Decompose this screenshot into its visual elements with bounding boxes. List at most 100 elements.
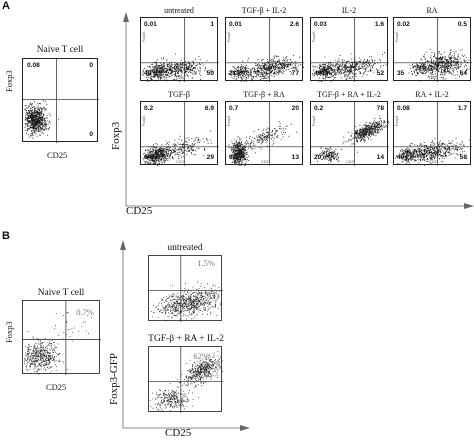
- quadrant-lr-value: 77: [291, 70, 299, 77]
- plot-micro-ylabel: FoxpS: [312, 115, 316, 126]
- plot-micro-xlabel: CD25: [429, 160, 439, 164]
- event-cloud: [24, 99, 59, 142]
- flow-scatter: [311, 102, 389, 166]
- plot-title: RA + IL-2: [415, 90, 449, 99]
- event-dots: [149, 351, 223, 412]
- event-cloud: [316, 115, 389, 165]
- plot-micro-ylabel: FoxpS: [142, 115, 146, 126]
- quadrant-ul-value: 0.7: [229, 105, 239, 112]
- quadrant-ul-value: 0.08: [397, 105, 410, 112]
- panel-b-y-arrowhead: [120, 240, 126, 250]
- event-cloud: [408, 49, 471, 82]
- quadrant-ll-value: 40: [397, 154, 405, 161]
- plot-title: RA: [426, 6, 438, 15]
- flow-plot: 0.01 1 49 50 FoxpS CD25: [140, 17, 219, 82]
- plot-title: TGF-β + RA: [243, 90, 285, 99]
- naive-a-ul: 0.08: [27, 62, 40, 69]
- quadrant-ll-value: 20: [314, 154, 322, 161]
- naive-b-ur: 0.7%: [76, 307, 94, 317]
- plot-title: TGF-β + RA + IL-2: [317, 90, 381, 99]
- panel-a-axes: [123, 12, 474, 209]
- flow-plot: 0.08 1.7 40 58 FoxpS CD25: [393, 101, 472, 166]
- event-dots: [408, 49, 471, 82]
- panel-a-ylabel: Foxp3: [110, 121, 122, 150]
- plot-micro-xlabel: CD25: [176, 160, 186, 164]
- quadrant-ll-value: 64: [144, 154, 152, 161]
- event-dots: [151, 281, 222, 322]
- event-cloud: [395, 137, 470, 166]
- quadrant-ur-value: 62%: [193, 351, 209, 361]
- quadrant-lr-value: 64: [459, 70, 467, 77]
- event-cloud: [311, 52, 388, 82]
- plot-b-title: untreated: [167, 243, 203, 253]
- quadrant-lr-value: 13: [291, 154, 299, 161]
- flow-plot: 0.2 6.9 64 29 FoxpS CD25: [140, 101, 219, 166]
- flow-plot-b: 1.5%: [148, 255, 223, 322]
- event-dots: [24, 99, 59, 142]
- flow-plot: 0.7 20 67 13 FoxpS CD25: [225, 101, 304, 166]
- quadrant-ul-value: 0.02: [397, 21, 410, 28]
- panel-b-x-arrowhead: [240, 425, 250, 431]
- quadrant-ur-value: 0.5: [457, 21, 467, 28]
- naive-b-plot: 0.7%: [22, 300, 101, 375]
- plot-micro-ylabel: FoxpS: [395, 115, 399, 126]
- quadrant-lr-value: 58: [459, 154, 467, 161]
- panel-a-letter: A: [2, 0, 10, 12]
- plot-micro-ylabel: FoxpS: [395, 31, 399, 42]
- plot-micro-xlabel: CD25: [346, 76, 356, 80]
- quadrant-lr-value: 14: [376, 154, 384, 161]
- event-cloud: [142, 53, 214, 82]
- flow-scatter: [226, 18, 304, 82]
- flow-plot: 0.01 2.6 21 77 FoxpS CD25: [225, 17, 304, 82]
- flow-scatter: [394, 18, 472, 82]
- naive-a-title: Naive T cell: [36, 45, 84, 55]
- quadrant-ul-value: 0.01: [144, 21, 157, 28]
- plot-title: TGF-β: [168, 90, 190, 99]
- naive-a-ylabel: Foxp3: [4, 70, 14, 92]
- event-dots: [228, 121, 298, 166]
- plot-b-title: TGF-β + RA + IL-2: [148, 334, 224, 344]
- panel-b-axes: [120, 240, 250, 431]
- quadrant-ur-value: 1: [210, 21, 214, 28]
- event-cloud: [142, 130, 212, 166]
- event-cloud: [228, 121, 298, 166]
- flow-plot-b: 62%: [148, 346, 223, 413]
- quadrant-ll-value: 67: [229, 154, 237, 161]
- plot-micro-xlabel: CD25: [429, 76, 439, 80]
- event-dots: [311, 52, 388, 82]
- panel-a-x-arrowhead: [464, 203, 474, 209]
- plot-micro-xlabel: CD25: [261, 160, 271, 164]
- panel-b-ylabel: Foxp3-GFP: [108, 353, 120, 405]
- naive-b-xlabel: CD25: [46, 382, 67, 392]
- quadrant-ur-value: 78: [376, 105, 384, 112]
- plot-title: IL-2: [341, 6, 357, 15]
- event-dots: [142, 53, 214, 82]
- quadrant-ll-value: 49: [144, 70, 152, 77]
- naive-a-scatter: [23, 59, 99, 143]
- panel-a-y-arrowhead: [123, 12, 129, 22]
- flow-scatter: [226, 102, 304, 166]
- flow-scatter: [394, 102, 472, 166]
- quadrant-ul-value: 0.2: [144, 105, 154, 112]
- quadrant-ll-value: 46: [314, 70, 322, 77]
- quadrant-lr-value: 50: [206, 70, 214, 77]
- quadrant-ur-value: 6.9: [204, 105, 214, 112]
- quadrant-ur-value: 1.7: [457, 105, 467, 112]
- flow-scatter-b: [149, 256, 223, 322]
- plot-micro-xlabel: CD25: [346, 160, 356, 164]
- event-cloud: [228, 55, 304, 82]
- flow-plot: 0.2 78 20 14 FoxpS CD25: [310, 101, 389, 166]
- plot-micro-ylabel: FoxpS: [312, 31, 316, 42]
- naive-a-plot: 0.08 0 0: [22, 58, 99, 143]
- flow-plot: 0.02 0.5 35 64 FoxpS CD25: [393, 17, 472, 82]
- panel-b-letter: B: [2, 230, 10, 242]
- naive-b-scatter: [23, 301, 101, 375]
- event-dots: [395, 137, 470, 166]
- flow-scatter-b: [149, 347, 223, 413]
- plot-micro-ylabel: FoxpS: [142, 31, 146, 42]
- flow-scatter: [141, 18, 219, 82]
- quadrant-ul-value: 0.2: [314, 105, 324, 112]
- flow-scatter: [311, 18, 389, 82]
- event-cloud: [151, 281, 222, 322]
- quadrant-ur-value: 2.6: [289, 21, 299, 28]
